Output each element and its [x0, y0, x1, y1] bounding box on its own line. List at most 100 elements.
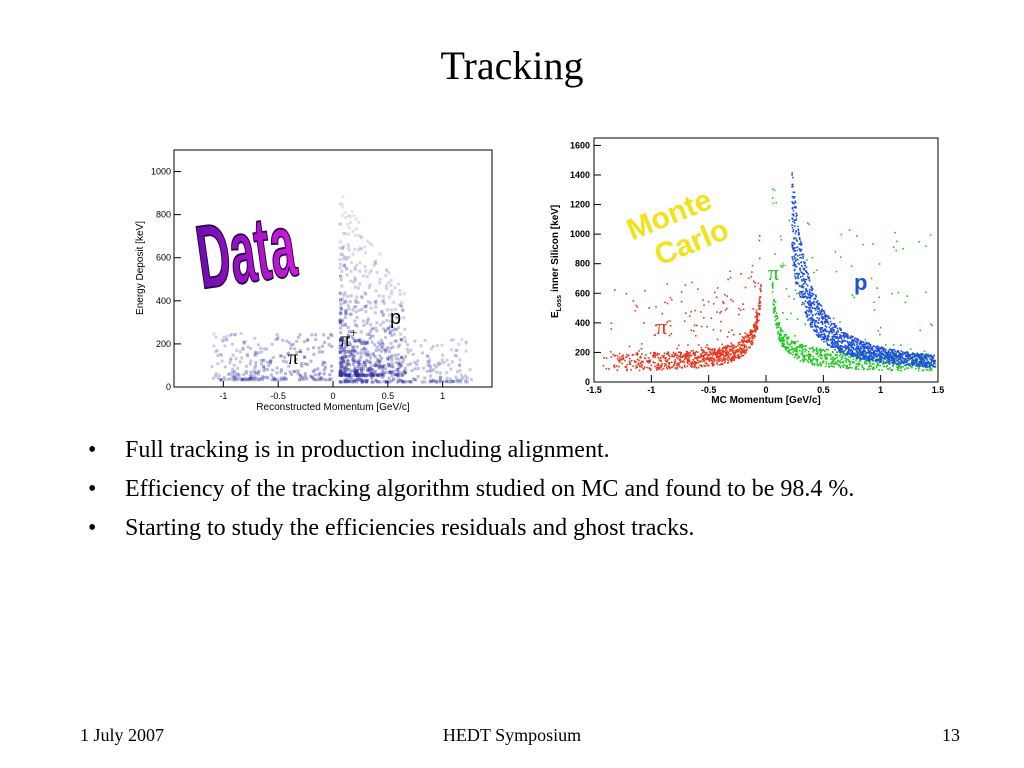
mc-plot-point: [759, 308, 761, 310]
mc-plot-point: [798, 285, 801, 287]
mc-plot-point: [886, 353, 888, 355]
data-plot-bin: [214, 350, 218, 354]
mc-plot-point: [739, 333, 741, 335]
mc-plot-point: [795, 346, 798, 349]
data-plot-bin: [348, 371, 352, 375]
mc-plot-point: [831, 340, 834, 343]
mc-plot-point: [775, 201, 778, 204]
mc-plot-point: [834, 362, 837, 365]
mc-plot-point: [921, 359, 923, 361]
mc-plot-point: [863, 347, 866, 349]
mc-plot-point: [824, 356, 827, 359]
mc-plot-point: [864, 346, 867, 349]
mc-plot-point: [866, 345, 869, 348]
mc-plot-point: [863, 367, 866, 370]
mc-plot-point: [897, 350, 899, 352]
mc-plot-point: [697, 366, 700, 369]
mc-plot-point: [720, 349, 723, 351]
mc-plot-point: [798, 294, 801, 296]
mc-plot-point: [725, 354, 728, 357]
mc-plot-point: [919, 365, 921, 368]
data-plot-bin: [338, 312, 342, 316]
data-plot-bin: [367, 373, 371, 377]
mc-plot-point: [738, 348, 741, 351]
mc-plot-point: [794, 342, 797, 345]
data-plot-bin: [359, 373, 363, 377]
mc-plot-point: [622, 354, 624, 357]
data-plot-bin: [361, 274, 365, 278]
data-plot-bin: [258, 377, 262, 381]
mc-plot-point: [687, 358, 689, 360]
mc-plot-point: [803, 293, 806, 295]
data-plot-bin: [387, 326, 391, 330]
mc-plot-point: [848, 363, 851, 366]
mc-plot-point: [895, 354, 897, 356]
mc-plot-point: [755, 318, 758, 320]
mc-plot-point: [806, 284, 809, 287]
mc-plot-point: [791, 218, 794, 220]
mc-plot-point: [682, 360, 685, 362]
data-plot-bin: [428, 369, 432, 373]
mc-plot-point: [817, 326, 819, 329]
mc-plot-point: [848, 347, 851, 349]
mc-plot-point: [670, 298, 673, 301]
mc-plot-point: [818, 307, 821, 310]
data-plot-bin: [340, 318, 344, 322]
mc-plot-point: [855, 341, 858, 344]
mc-plot-point: [749, 346, 751, 349]
mc-plot-point: [791, 207, 794, 210]
mc-plot-point: [781, 345, 783, 347]
data-plot-bin: [340, 297, 344, 301]
mc-plot-point: [810, 318, 813, 320]
mc-plot-point: [898, 366, 900, 368]
data-plot-bin: [356, 248, 360, 252]
mc-plot-point: [720, 310, 722, 313]
data-plot-bin: [259, 362, 263, 366]
mc-plot-point: [702, 355, 705, 357]
mc-plot-point: [887, 361, 889, 364]
data-plot-bin: [338, 298, 342, 302]
mc-plot-point: [878, 356, 881, 358]
data-plot-bin: [289, 347, 293, 351]
data-plot-bin: [367, 285, 371, 289]
data-plot-bin: [459, 373, 463, 377]
mc-plot-point: [750, 331, 752, 334]
data-plot-bin: [439, 380, 443, 384]
mc-plot-point: [888, 356, 891, 359]
mc-plot-point: [752, 341, 754, 344]
mc-plot-point: [819, 351, 822, 353]
data-plot-bin: [229, 358, 233, 362]
mc-plot-point: [914, 353, 917, 356]
mc-plot-point: [925, 369, 928, 371]
mc-plot-point: [846, 345, 848, 348]
data-plot-bin: [249, 359, 253, 363]
mc-plot-point: [781, 342, 783, 345]
mc-plot-point: [880, 351, 882, 354]
mc-plot-point: [893, 348, 895, 351]
mc-plot-point: [889, 351, 891, 354]
mc-plot-point: [931, 364, 933, 366]
mc-plot-point: [731, 329, 733, 331]
data-plot-bin: [310, 375, 314, 379]
data-plot-bin: [359, 355, 363, 359]
mc-plot-point: [925, 366, 927, 368]
mc-plot-point: [654, 355, 657, 357]
mc-plot-point: [831, 327, 834, 329]
data-plot-bin: [298, 333, 302, 337]
mc-plot-point: [864, 355, 867, 358]
data-plot-bin: [338, 372, 342, 376]
mc-plot-point: [849, 337, 852, 339]
data-plot-bin: [409, 348, 413, 352]
mc-plot-point: [701, 349, 704, 351]
mc-plot-point: [835, 335, 837, 338]
data-plot-bin: [378, 277, 382, 281]
mc-plot-point: [680, 301, 683, 303]
mc-plot-point: [894, 231, 896, 234]
mc-plot-point: [719, 320, 722, 323]
mc-plot-xtick-label: 1: [878, 385, 883, 395]
mc-plot-point: [758, 314, 761, 316]
mc-plot-point: [795, 265, 798, 268]
mc-plot-point: [809, 297, 811, 300]
data-plot-bin: [350, 369, 354, 373]
mc-plot-point: [656, 352, 659, 355]
